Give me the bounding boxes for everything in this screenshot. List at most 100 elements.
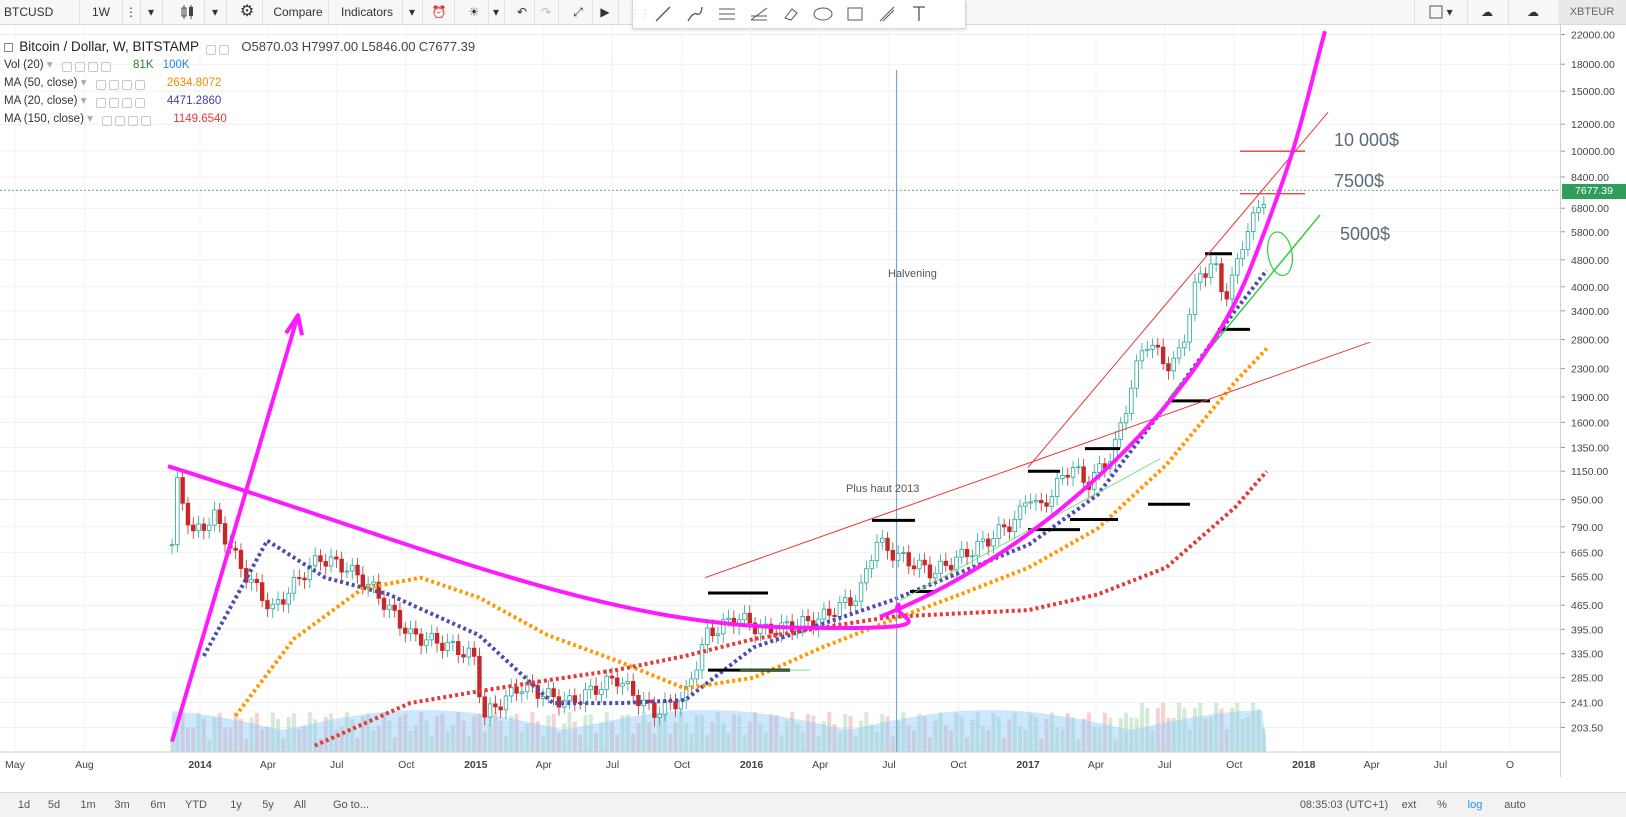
text-tool-icon[interactable] [903,0,935,28]
rectangle-tool-icon[interactable] [839,0,871,28]
volume-bar [1150,729,1155,752]
x-tick-label: Jul [606,759,619,771]
lightbulb-icon[interactable]: ☀ [460,0,489,24]
ma50-buttons[interactable] [95,78,158,90]
candle-body [291,577,297,594]
interval-more-icon[interactable]: ⋮ [122,0,141,24]
volume-bar [1124,712,1129,752]
volume-bar [583,715,588,752]
volume-buttons[interactable] [61,60,124,72]
ma20-buttons[interactable] [95,96,158,108]
x-tick-label: 2015 [464,759,488,771]
chart-style-dropdown-icon[interactable]: ▾ [204,0,227,24]
range-button-1d[interactable]: 1d [17,799,31,811]
range-button-all[interactable]: All [293,799,307,811]
candle-body [821,608,827,620]
percent-toggle[interactable]: % [1437,799,1447,811]
y-tick-label: 665.00 [1571,547,1603,559]
series-buttons[interactable] [206,43,234,55]
candle-body [201,523,207,531]
ma50-line [233,347,1269,718]
undo-icon[interactable]: ↶ [510,0,535,24]
range-button-1y[interactable]: 1y [230,799,242,811]
interval-button[interactable]: 1W [80,0,123,24]
volume-bar [843,713,848,752]
range-button-ytd[interactable]: YTD [185,799,207,811]
volume-bar [1219,708,1224,752]
volume-bar [768,714,773,752]
ma150-buttons[interactable] [102,114,164,126]
ideas-dropdown-icon[interactable]: ▾ [488,0,505,24]
trend-line-upper [1027,112,1329,468]
eraser-tool-icon[interactable] [775,0,807,28]
ellipse-tool-icon[interactable] [807,0,839,28]
candle-body [991,538,996,547]
candle-body [805,616,811,622]
volume-dropdown-icon[interactable]: ▾ [46,59,53,71]
auto-toggle[interactable]: auto [1504,799,1526,811]
candle-body [482,696,487,718]
candle-body [1139,350,1145,362]
candle-body [175,477,180,546]
brush-tool-icon[interactable] [679,0,711,28]
chevron-down-icon[interactable]: ▾ [140,0,163,24]
candle-body [858,582,864,602]
cloud-load-icon[interactable]: ☁ [1466,0,1509,24]
ma50-value: 2634.8072 [166,77,222,89]
volume-bar [1060,729,1065,752]
alert-icon[interactable]: ⏰ [424,0,455,24]
candle-body [344,570,350,573]
trend-line-tool-icon[interactable] [647,0,679,28]
target-7500-label: 7500$ [1334,171,1385,191]
candle-body [1198,273,1203,283]
price-chart[interactable]: May Aug 2014 Apr Jul Oct 2015 Apr Jul Oct 2016 Apr J… [0,25,1560,777]
log-toggle[interactable]: log [1467,799,1483,811]
gear-icon[interactable]: ⚙ [232,0,263,24]
candle-body [869,560,874,570]
volume-bar [668,733,673,752]
volume-bar [1187,729,1192,752]
ruler-tool-icon[interactable] [871,0,903,28]
ma150-dropdown-icon[interactable]: ▾ [87,113,93,125]
fullscreen-icon[interactable]: ⤢ [564,0,593,24]
collapse-icon[interactable] [4,43,13,53]
range-button-5y[interactable]: 5y [262,799,274,811]
symbol-search[interactable]: BTCUSD [0,0,80,24]
ma50-dropdown-icon[interactable]: ▾ [80,77,87,89]
ma20-dropdown-icon[interactable]: ▾ [80,95,87,107]
range-button-5d[interactable]: 5d [47,799,61,811]
volume-bar [170,740,175,752]
range-button-3m[interactable]: 3m [114,799,130,811]
volume-bar [1166,717,1171,752]
price-axis[interactable]: 203.50 241.00 285.00 335.00 395.00 465.00 565.… [1560,25,1626,777]
cloud-save-icon[interactable]: ☁ [1508,0,1559,24]
goto-button[interactable]: Go to... [332,799,370,811]
redo-icon[interactable]: ↷ [534,0,559,24]
range-button-1m[interactable]: 1m [80,799,96,811]
pitchfork-tool-icon[interactable] [711,0,743,28]
chart-area[interactable]: May Aug 2014 Apr Jul Oct 2015 Apr Jul Oct 2016 Apr J… [0,25,1560,777]
candles-style-icon[interactable] [170,0,205,24]
candle-body [551,688,556,698]
volume-bar [1245,716,1250,752]
candle-body [694,669,699,680]
volume-bar [472,715,477,752]
volume-bar [313,719,318,752]
ext-toggle[interactable]: ext [1401,799,1417,811]
target-10000-label: 10 000$ [1334,130,1400,150]
volume-bar [975,712,980,752]
compare-button[interactable]: Compare [268,0,329,24]
fib-tool-icon[interactable] [743,0,775,28]
play-icon[interactable]: ▶ [592,0,619,24]
candle-body [1192,281,1198,316]
indicators-dropdown-icon[interactable]: ▾ [402,0,423,24]
volume-bar [429,736,434,752]
range-button-6m[interactable]: 6m [150,799,166,811]
volume-bar [694,714,699,752]
indicators-button[interactable]: Indicators [332,0,403,24]
volume-bar [424,720,429,752]
volume-bar [180,712,185,752]
layout-select[interactable]: ▾ [1414,0,1468,24]
drag-handle-icon[interactable]: ⋮⋮ [630,8,650,20]
account-button[interactable]: XBTEUR [1558,0,1626,24]
